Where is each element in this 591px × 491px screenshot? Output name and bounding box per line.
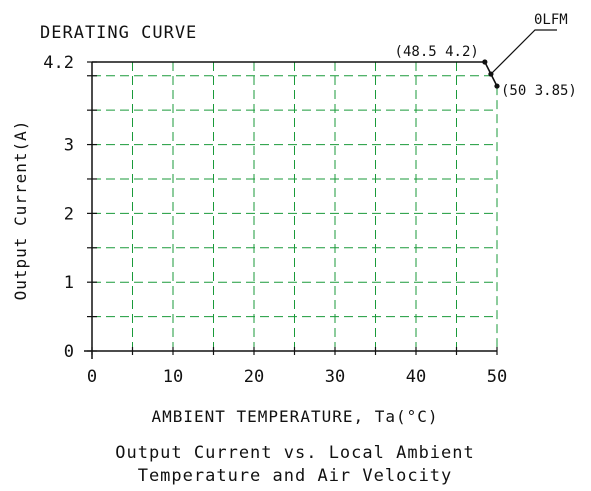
x-tick-label: 10 (163, 367, 183, 387)
grid (92, 62, 498, 351)
tick-labels: 0 10 20 30 40 50 0 1 2 3 4.2 (43, 53, 507, 387)
x-axis-label: AMBIENT TEMPERATURE, Ta(°C) (151, 407, 438, 426)
chart-title: DERATING CURVE (40, 23, 197, 43)
x-tick-label: 30 (325, 367, 345, 387)
caption-line-2: Temperature and Air Velocity (138, 466, 453, 486)
y-axis-label: Output Current(A) (11, 120, 30, 301)
x-tick-label: 20 (244, 367, 264, 387)
annotation-label: (48.5 4.2) (395, 44, 479, 60)
data-point (494, 83, 500, 89)
y-tick-label: 4.2 (43, 53, 74, 73)
x-tick-label: 40 (406, 367, 426, 387)
series-label: 0LFM (534, 12, 568, 28)
y-tick-label: 0 (64, 342, 74, 362)
caption-line-1: Output Current vs. Local Ambient (115, 443, 475, 463)
series-layer: 0LFM (92, 12, 568, 89)
x-tick-label: 50 (487, 367, 507, 387)
y-tick-label: 3 (64, 136, 74, 156)
annotations: (48.5 4.2) (50 3.85) (395, 44, 577, 99)
leader-line (490, 29, 557, 75)
x-tick-label: 0 (87, 367, 97, 387)
axes (84, 61, 498, 359)
y-tick-label: 2 (64, 204, 74, 224)
y-tick-label: 1 (64, 273, 74, 293)
annotation-label: (50 3.85) (501, 83, 577, 99)
data-point (482, 59, 488, 65)
